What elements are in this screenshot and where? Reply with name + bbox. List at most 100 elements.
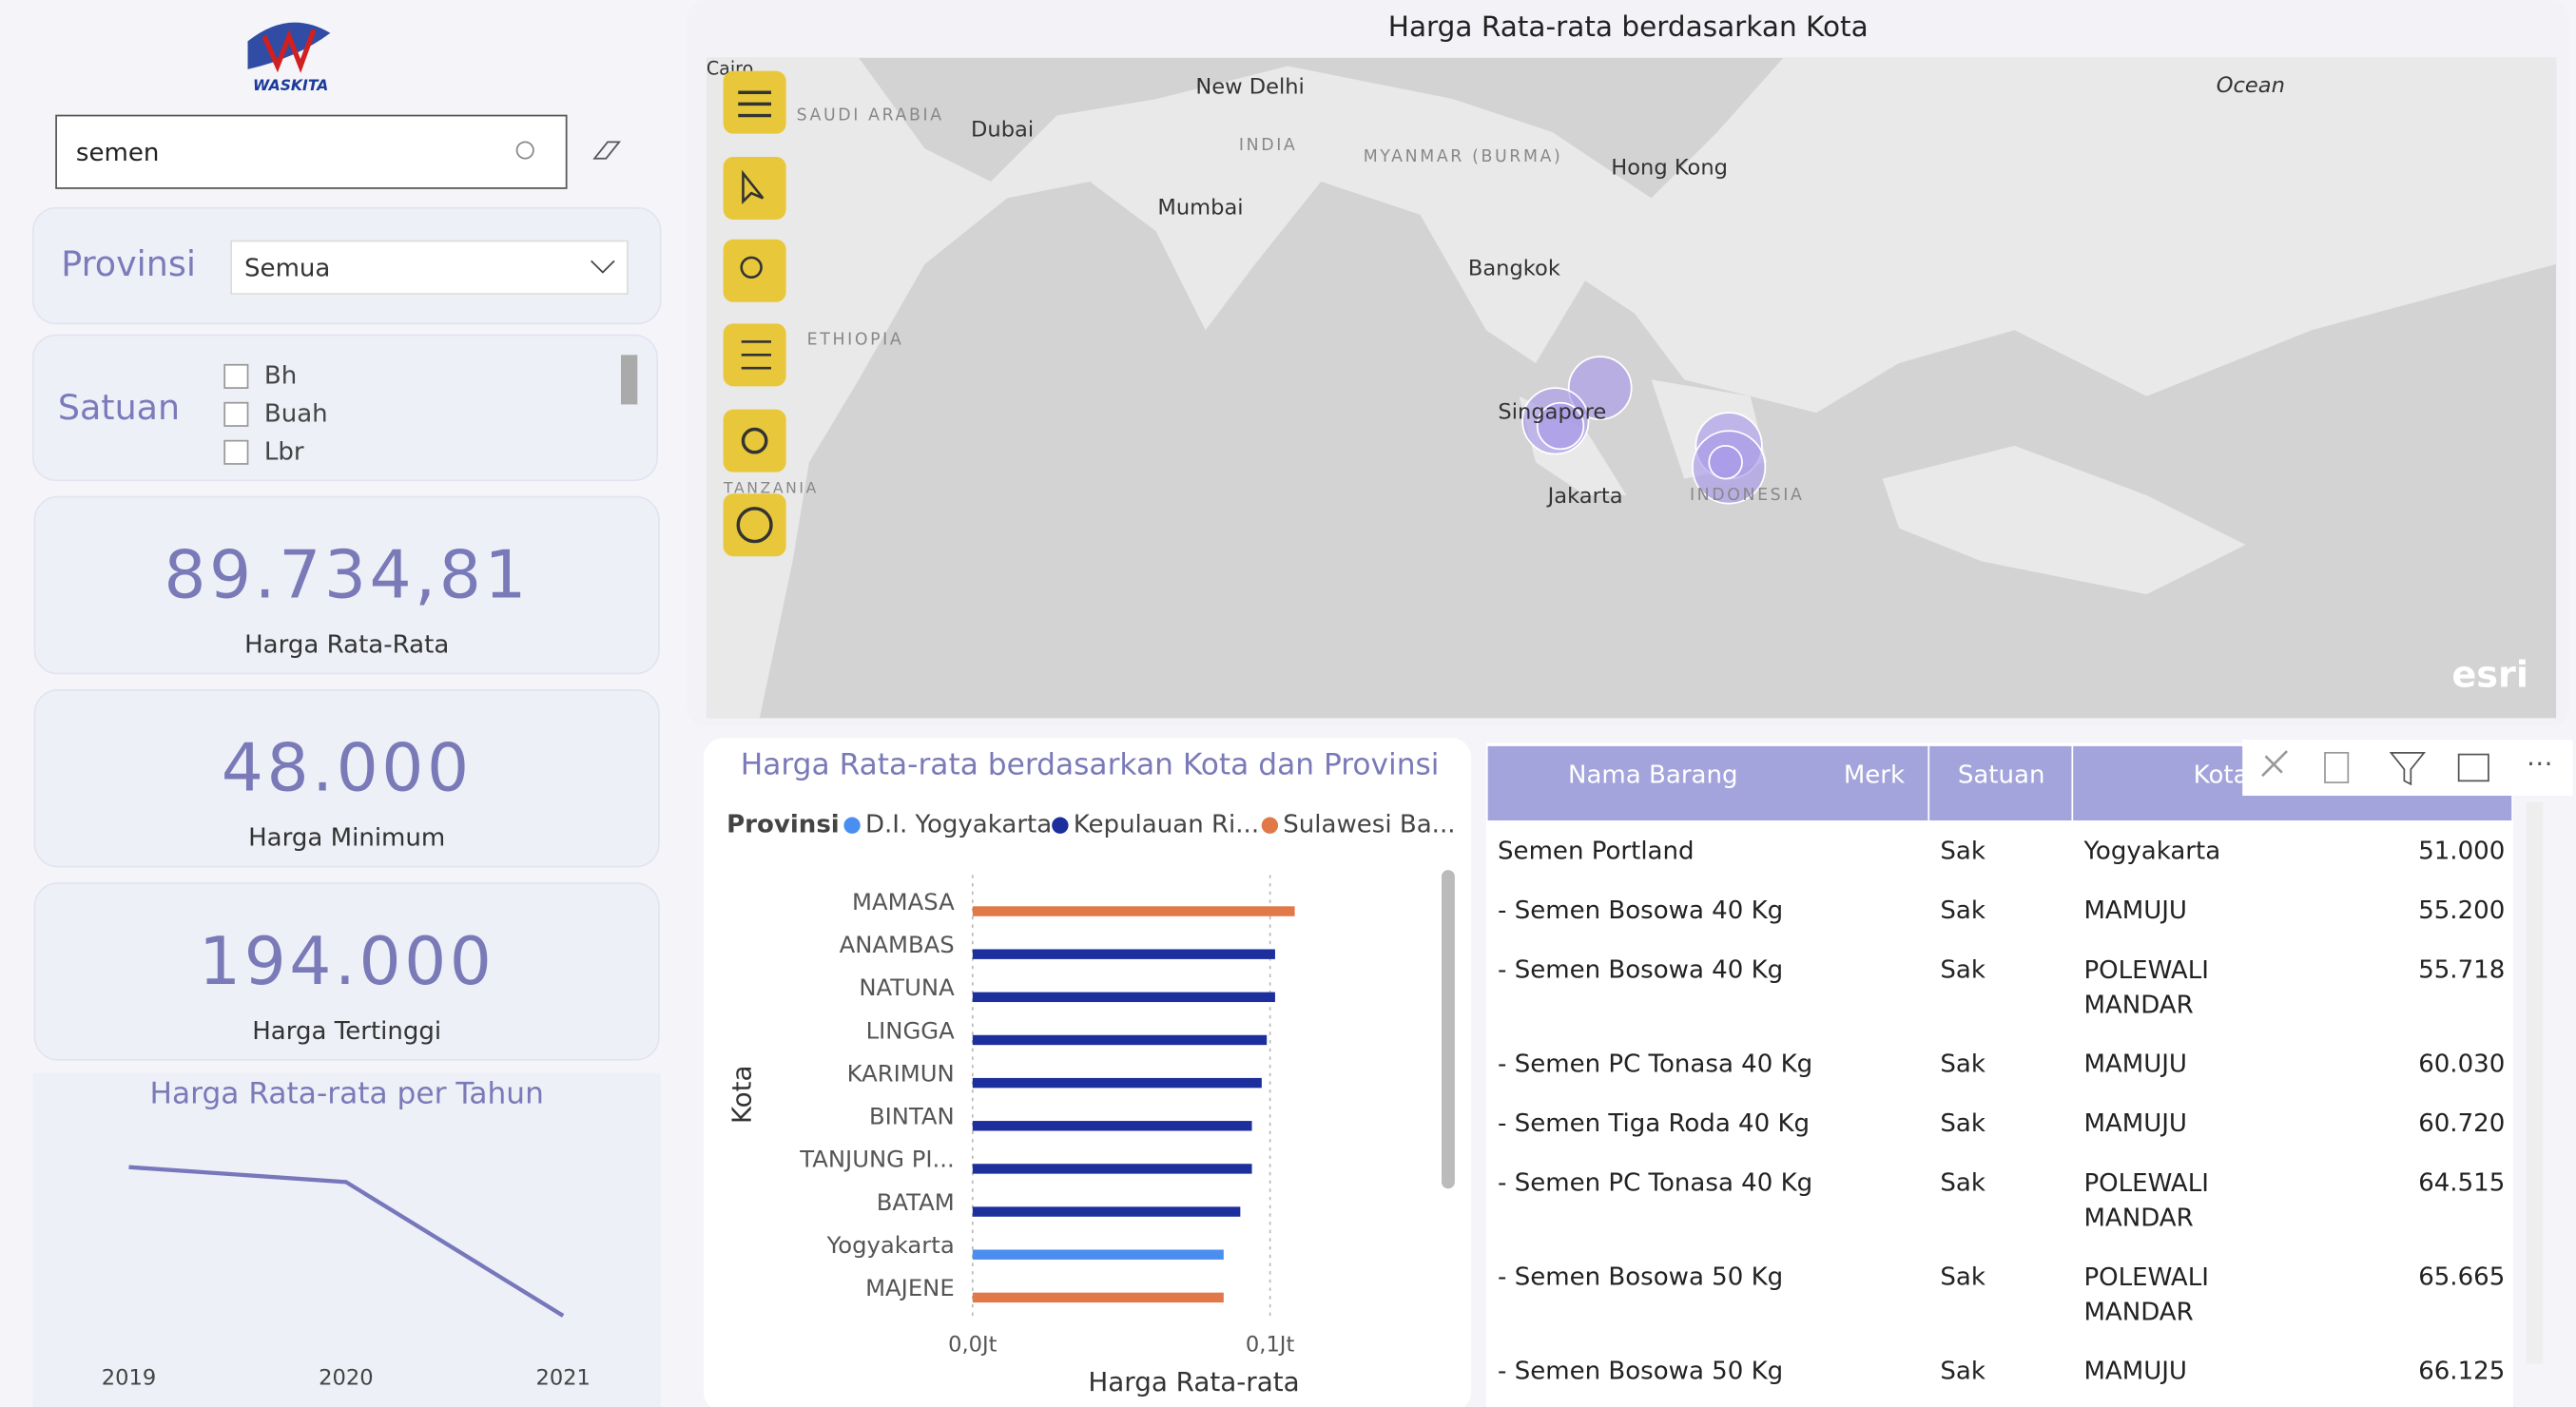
filter-label: Provinsi [61, 243, 196, 284]
pin-icon[interactable] [2261, 750, 2288, 778]
more-icon[interactable]: ⋯ [2527, 747, 2553, 779]
cell: - Semen Bosowa 40 Kg [1498, 956, 1783, 985]
map-label: Singapore [1498, 400, 1606, 425]
chart-title: Harga Rata-rata berdasarkan Kota dan Pro… [741, 748, 1440, 782]
y-tick-label: MAJENE [865, 1274, 955, 1301]
card-value: 48.000 [222, 731, 473, 807]
cell: Sak [1940, 1050, 1985, 1079]
x-tick-label: 2019 [102, 1365, 156, 1390]
filter-icon[interactable] [2389, 751, 2427, 786]
column-header: Merk [1844, 761, 1905, 790]
checkbox[interactable] [223, 363, 249, 389]
y-tick-label: ANAMBAS [840, 931, 955, 958]
cards: 89.734,81 Harga Rata-Rata 48.000 Harga Mini… [33, 495, 660, 1061]
line-chart: Harga Rata-rata per Tahun 2019 2020 2021 [102, 1076, 591, 1390]
column-header: Satuan [1958, 761, 2045, 790]
card [33, 882, 660, 1061]
legend-marker [1052, 817, 1069, 834]
line-chart-panel [32, 1072, 661, 1407]
bar [972, 1206, 1241, 1217]
search-icon[interactable] [515, 141, 534, 160]
land [707, 57, 2557, 719]
bar [972, 1164, 1252, 1174]
cell: Sak [1940, 838, 1985, 866]
cell: POLEWALI MANDAR [2083, 1169, 2217, 1232]
cell: 60.030 [2418, 1050, 2505, 1079]
scrollbar[interactable] [1441, 870, 1455, 1189]
cell: - Semen PC Tonasa 40 Kg [1498, 1050, 1812, 1079]
checkbox[interactable] [223, 439, 249, 465]
y-tick-label: NATUNA [859, 973, 955, 1001]
bar-chart-panel [703, 738, 1472, 1407]
visual-toolbar: ⋯ [2242, 739, 2573, 796]
search-text: semen [76, 139, 159, 167]
land [1882, 445, 2246, 595]
map-credit: esri [2451, 654, 2528, 696]
options: Bh Buah Lbr [223, 361, 328, 466]
cell: 55.718 [2418, 956, 2505, 985]
option-label: Bh [264, 361, 297, 390]
bar [972, 1249, 1224, 1260]
cell: Yogyakarta [2082, 838, 2220, 866]
map-label: INDIA [1239, 136, 1297, 155]
focus-icon[interactable] [2457, 753, 2489, 782]
eraser-icon[interactable] [592, 141, 622, 160]
scrollbar[interactable] [620, 355, 638, 405]
legend-label: Kepulauan Ri... [1074, 811, 1259, 839]
copy-icon[interactable] [2324, 751, 2350, 783]
line [128, 1165, 565, 1318]
dropdown-arrow [591, 260, 615, 274]
cell: MAMUJU [2083, 896, 2187, 925]
x-tick-label: 2021 [535, 1365, 590, 1390]
legend-label: D.I. Yogyakarta [865, 811, 1052, 839]
checkbox[interactable] [223, 401, 249, 427]
option-label: Buah [264, 399, 328, 428]
option-label: Lbr [264, 437, 304, 466]
dropdown[interactable] [230, 240, 629, 295]
bar [972, 906, 1295, 916]
legend-marker [1261, 817, 1279, 834]
map-bubbles [1521, 356, 1767, 505]
search-box[interactable] [55, 114, 568, 189]
cell: 64.515 [2418, 1169, 2505, 1198]
card-value: 194.000 [199, 924, 494, 1000]
cell: - Semen Bosowa 50 Kg [1498, 1358, 1783, 1386]
cell: POLEWALI MANDAR [2083, 956, 2217, 1019]
cell: 60.720 [2418, 1109, 2505, 1138]
filter-label: Satuan [58, 387, 180, 428]
legend-title: Provinsi [726, 811, 840, 839]
logo-text: WASKITA [253, 77, 328, 94]
map-label: TANZANIA [723, 479, 819, 496]
map-label: INDONESIA [1690, 486, 1805, 505]
cell: MAMUJU [2083, 1050, 2187, 1079]
tool-button[interactable] [723, 493, 786, 557]
tool-button[interactable] [723, 239, 786, 302]
cell: Sak [1940, 896, 1985, 925]
map-label: SAUDI ARABIA [797, 106, 944, 125]
bar [972, 1034, 1268, 1046]
satuan-filter [31, 334, 659, 482]
y-axis-label: Kota [726, 1065, 757, 1124]
card-value: 89.734,81 [164, 538, 530, 614]
bar [972, 1121, 1252, 1131]
tool-button[interactable] [723, 409, 786, 472]
cell: - Semen Tiga Roda 40 Kg [1498, 1109, 1810, 1138]
y-tick-label: Yogyakarta [826, 1231, 955, 1259]
bar-chart: Harga Rata-rata berdasarkan Kota dan Pro… [726, 748, 1455, 1397]
cell: - Semen PC Tonasa 40 Kg [1498, 1169, 1812, 1198]
scrollbar[interactable] [2526, 801, 2544, 1364]
legend-label: Sulawesi Ba... [1283, 811, 1455, 839]
x-tick-label: 0,0Jt [948, 1333, 997, 1358]
table-panel [1485, 742, 2513, 1407]
map-title: Harga Rata-rata berdasarkan Kota [1388, 10, 1869, 43]
y-tick-label: KARIMUN [847, 1059, 955, 1087]
x-axis-label: Harga Rata-rata [1088, 1366, 1299, 1397]
x-tick-label: 0,1Jt [1246, 1333, 1295, 1358]
map-label: Dubai [971, 118, 1034, 143]
y-tick-label: BATAM [877, 1188, 955, 1216]
card [33, 688, 660, 868]
card [33, 495, 660, 675]
cell: Sak [1940, 1109, 1985, 1138]
y-tick-label: LINGGA [866, 1016, 956, 1044]
